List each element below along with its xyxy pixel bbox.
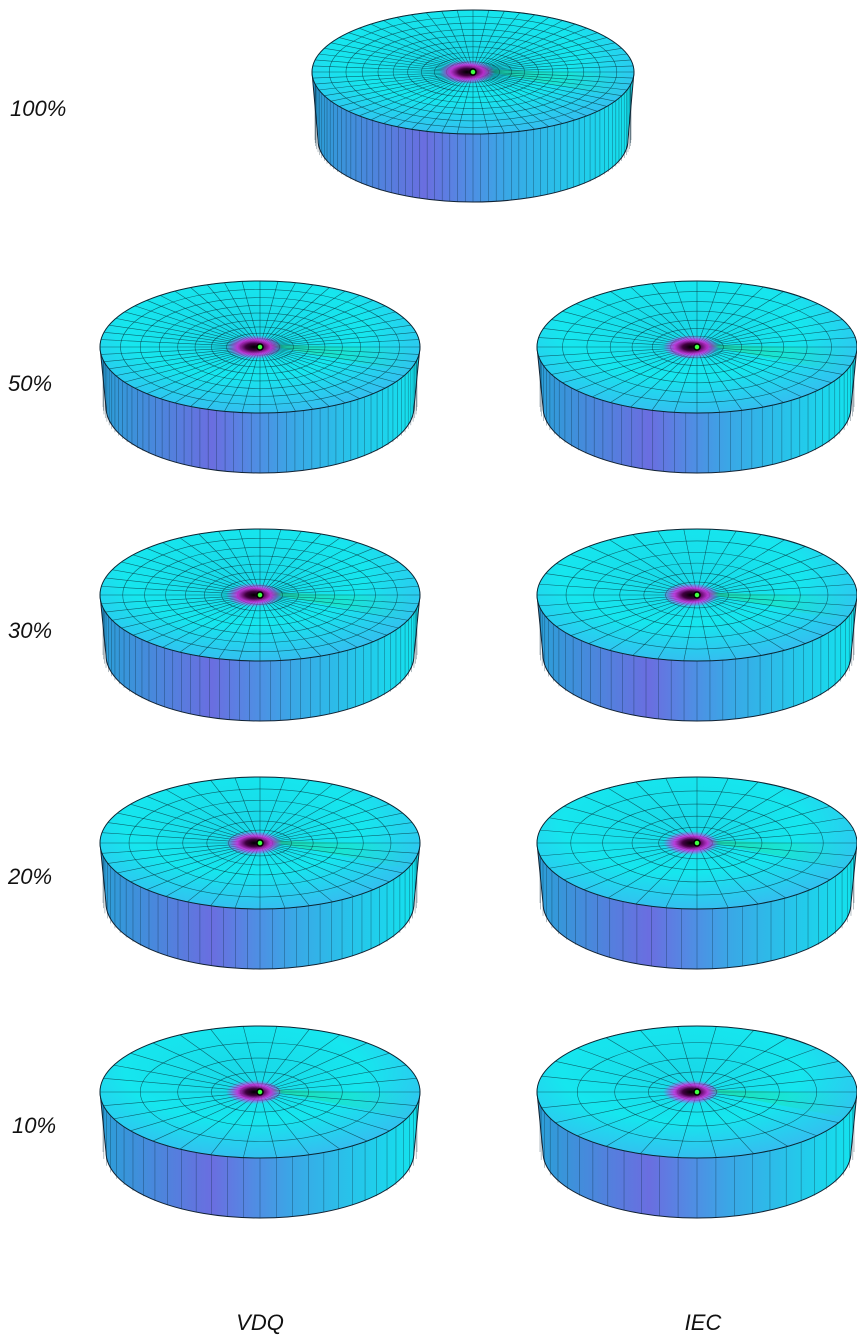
singularity-core: [470, 69, 476, 75]
mesh-disk: [100, 1026, 420, 1218]
singularity: [663, 1080, 719, 1104]
mesh-disk: [537, 777, 857, 969]
singularity: [439, 60, 495, 84]
singularity-core: [694, 1089, 700, 1095]
mesh-disk: [537, 529, 857, 721]
row-label: 10%: [12, 1113, 56, 1138]
row-label: 20%: [7, 864, 52, 889]
figure: 100% 50% 30% 20% 10% VDQ IEC: [0, 0, 857, 1344]
singularity: [226, 583, 282, 607]
mesh-disk: [100, 777, 420, 969]
mesh-disk: [100, 529, 420, 721]
singularity-core: [257, 1089, 263, 1095]
singularity-core: [694, 344, 700, 350]
column-label: IEC: [685, 1310, 722, 1335]
singularity: [663, 583, 719, 607]
singularity-core: [257, 592, 263, 598]
row-label: 30%: [8, 618, 52, 643]
singularity-core: [694, 592, 700, 598]
row-label: 50%: [8, 371, 52, 396]
row-label: 100%: [10, 96, 66, 121]
singularity-core: [257, 344, 263, 350]
singularity: [226, 335, 282, 359]
singularity: [663, 335, 719, 359]
mesh-disk: [312, 10, 634, 202]
singularity: [226, 831, 282, 855]
mesh-renderings: [100, 10, 857, 1218]
singularity: [226, 1080, 282, 1104]
column-label: VDQ: [236, 1310, 284, 1335]
mesh-disk: [537, 281, 857, 473]
mesh-disk: [537, 1026, 857, 1218]
mesh-disk: [100, 281, 420, 473]
singularity: [663, 831, 719, 855]
singularity-core: [257, 840, 263, 846]
singularity-core: [694, 840, 700, 846]
